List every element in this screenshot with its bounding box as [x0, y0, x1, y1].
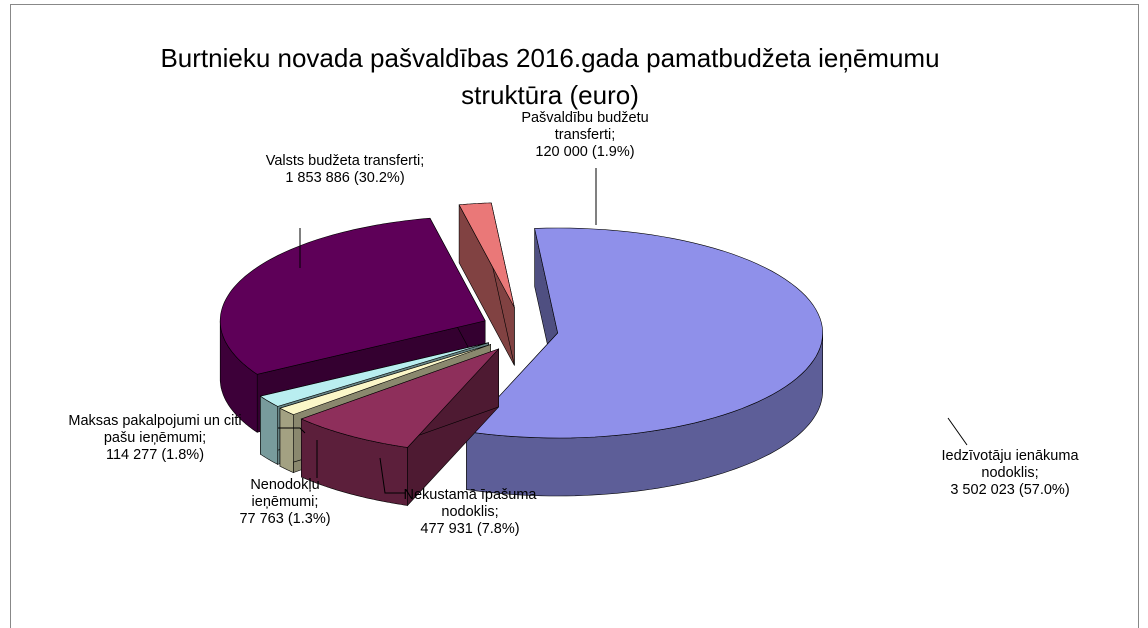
- slice-top: [259, 342, 489, 407]
- data-label: Pašvaldību budžetu transferti; 120 000 (1…: [510, 110, 660, 161]
- category-label: Maksas pakalpojumi un citi pašu ieņēmumi…: [68, 413, 242, 446]
- value-label: 3 502 023 (57.0%): [950, 482, 1070, 498]
- category-label: Valsts budžeta transferti;: [265, 153, 425, 169]
- chart-title: Burtnieku novada pašvaldības 2016.gada p…: [160, 43, 940, 110]
- chart-frame: [10, 4, 1139, 628]
- data-label: Nenodokļu ieņēmumi; 77 763 (1.3%): [230, 477, 340, 528]
- data-label: Nekustamā īpašuma nodoklis; 477 931 (7.8%…: [385, 487, 555, 538]
- value-label: 114 277 (1.8%): [105, 447, 205, 463]
- slice: [458, 202, 515, 366]
- value-label: 77 763 (1.3%): [239, 511, 331, 527]
- leader-line: [379, 457, 405, 494]
- leader-line: [947, 417, 968, 446]
- value-label: 477 931 (7.8%): [420, 521, 520, 537]
- slice-top: [458, 202, 515, 308]
- slice-side: [279, 407, 294, 474]
- slice-top: [279, 344, 491, 415]
- value-label: 1 853 886 (30.2%): [285, 170, 405, 186]
- leader-line: [278, 427, 306, 434]
- slice-top: [465, 227, 824, 439]
- category-label: Pašvaldību budžetu transferti;: [521, 110, 649, 143]
- category-label: Iedzīvotāju ienākuma nodoklis;: [941, 448, 1079, 481]
- category-label: Nenodokļu ieņēmumi;: [250, 477, 320, 510]
- slice: [465, 227, 824, 497]
- slice-top: [219, 217, 486, 375]
- data-label: Maksas pakalpojumi un citi pašu ieņēmumi…: [58, 413, 253, 464]
- slice-side: [260, 395, 278, 465]
- slices: [219, 202, 824, 507]
- slice-top: [300, 348, 499, 448]
- category-label: Nekustamā īpašuma nodoklis;: [403, 487, 537, 520]
- data-label: Iedzīvotāju ienākuma nodoklis; 3 502 023 …: [920, 448, 1100, 499]
- data-label: Valsts budžeta transferti; 1 853 886 (30.…: [260, 153, 430, 187]
- leader-lines: [278, 168, 968, 494]
- slice: [300, 348, 499, 507]
- value-label: 120 000 (1.9%): [535, 144, 635, 160]
